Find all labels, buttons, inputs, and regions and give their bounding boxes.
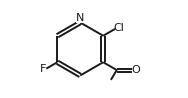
Text: O: O: [131, 65, 140, 75]
Text: F: F: [40, 64, 47, 74]
Text: Cl: Cl: [114, 23, 124, 33]
Text: N: N: [76, 13, 84, 23]
